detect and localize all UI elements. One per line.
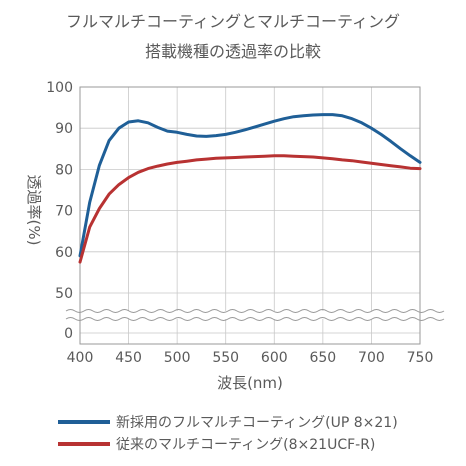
series-lines [78,113,422,264]
legend: 新採用のフルマルチコーティング(UP 8×21) 従来のマルチコーティング(8×… [58,415,398,453]
y-tick-labels: 100 90 80 70 60 50 0 [46,80,73,342]
x-tick-label-1: 450 [115,350,142,366]
axis-break-marks [65,309,445,321]
legend-label-0: 新採用のフルマルチコーティング(UP 8×21) [116,415,398,431]
y-tick-label-2: 80 [55,162,73,178]
break-gap [79,311,421,319]
x-tick-label-0: 400 [67,350,94,366]
y-tick-label-1: 90 [55,121,73,137]
chart-title: フルマルチコーティングとマルチコーティング [66,12,400,31]
x-tick-label-5: 650 [309,350,336,366]
y-tick-label-5: 50 [55,286,73,302]
break-wave-0 [65,309,445,313]
grid-lines [79,86,421,344]
y-tick-label-6: 0 [64,326,73,342]
x-tick-label-6: 700 [358,350,385,366]
x-tick-label-2: 500 [164,350,191,366]
plot-frame [79,86,421,345]
x-tick-label-3: 550 [212,350,239,366]
y-tick-label-3: 70 [55,204,73,220]
x-tick-labels: 400 450 500 550 600 650 700 750 [67,350,434,366]
y-tick-label-0: 100 [46,80,73,96]
legend-label-1: 従来のマルチコーティング(8×21UCF-R) [116,437,375,453]
series-line-0 [78,113,422,258]
x-tick-label-4: 600 [261,350,288,366]
series-line-1 [78,154,422,264]
x-tick-label-7: 750 [407,350,434,366]
x-axis-label: 波長(nm) [217,374,283,392]
chart-subtitle: 搭載機種の透過率の比較 [145,42,321,61]
break-wave-1 [65,317,445,321]
y-tick-label-4: 60 [55,245,73,261]
y-axis-label: 透過率(%) [25,175,43,246]
